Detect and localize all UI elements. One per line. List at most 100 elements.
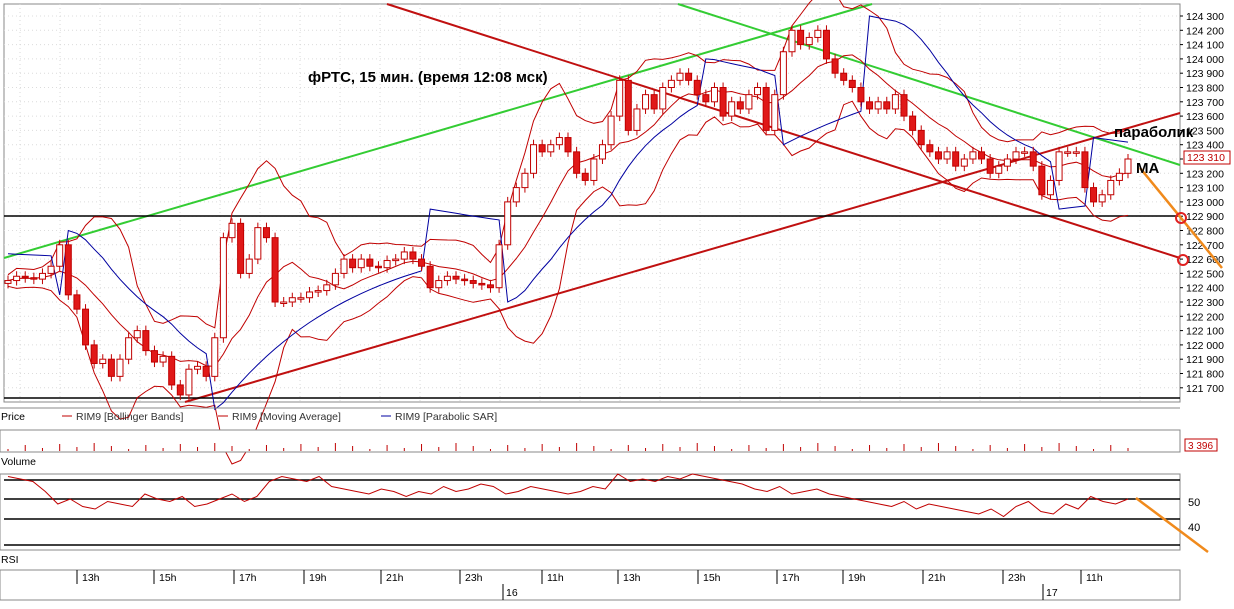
candle [211, 337, 219, 377]
candle [314, 290, 322, 293]
candle [331, 272, 339, 286]
hour-label: 23h [1008, 572, 1026, 584]
candle [38, 272, 46, 280]
candle [693, 79, 701, 96]
hour-label: 17h [239, 572, 257, 584]
legend-bollinger: RIM9 [Bollinger Bands] [76, 411, 183, 423]
candle [142, 330, 150, 352]
candle [504, 201, 512, 246]
hour-label: 21h [928, 572, 946, 584]
candle [478, 282, 486, 286]
candle [754, 87, 762, 96]
price-tick-label: 121 700 [1186, 383, 1224, 395]
volume-last-label: 3 396 [1188, 441, 1213, 452]
bollinger-upper [7, 0, 1129, 329]
candle [13, 275, 21, 282]
candle [1124, 158, 1132, 174]
candle [374, 265, 382, 269]
last-price-box [1183, 150, 1231, 165]
price-tick-label: 122 900 [1186, 211, 1224, 223]
candle [555, 137, 563, 146]
candle [926, 144, 934, 153]
candle [891, 94, 899, 110]
candle [383, 260, 391, 269]
candle [150, 350, 158, 363]
candle [512, 187, 520, 203]
candle [486, 284, 494, 289]
time-axis [0, 569, 1181, 601]
candle [960, 158, 968, 167]
rsi-tick-40: 40 [1188, 522, 1200, 534]
candle [271, 237, 279, 303]
candle [564, 137, 572, 153]
hour-label: 23h [465, 572, 483, 584]
candle [443, 275, 451, 282]
candle [1038, 165, 1046, 196]
candle [530, 144, 538, 174]
forecast-arrow-rsi [1135, 497, 1209, 553]
legend-ma: RIM9 [Moving Average] [232, 411, 341, 423]
parabolic-annotation: параболик [1114, 124, 1194, 141]
candle [521, 172, 529, 189]
price-tick-label: 121 800 [1186, 369, 1224, 381]
candle [418, 258, 426, 267]
candle [762, 87, 770, 131]
candle [125, 337, 133, 360]
candle [969, 151, 977, 160]
hour-label: 17h [782, 572, 800, 584]
sar-line [7, 15, 1129, 411]
candle [64, 244, 72, 296]
price-tick-label: 123 700 [1186, 97, 1224, 109]
candle [866, 101, 874, 110]
target-circle-upper [1175, 212, 1187, 224]
candle [831, 58, 839, 74]
candle [1029, 151, 1037, 167]
price-tick-label: 121 900 [1186, 354, 1224, 366]
candle [254, 227, 262, 260]
hour-label: 11h [547, 572, 564, 584]
candle [547, 144, 555, 153]
candle [21, 275, 29, 279]
bollinger-lower [7, 100, 1129, 465]
candle [435, 280, 443, 289]
price-tick-label: 123 400 [1186, 140, 1224, 152]
candle [306, 291, 314, 299]
candle [245, 258, 253, 274]
price-axis: 124 300 124 200 124 100 124 000 123 900 123 8… [1180, 11, 1224, 395]
volume-bars [7, 443, 1129, 451]
candle [814, 29, 822, 38]
candle [840, 72, 848, 81]
candle [1081, 151, 1089, 189]
parabolic-sar [7, 15, 1129, 411]
candle [917, 129, 925, 146]
candle [452, 275, 460, 280]
candle [616, 79, 624, 117]
hour-label: 11h [1086, 572, 1103, 584]
candle [262, 227, 270, 239]
candle [719, 87, 727, 117]
price-tick-label: 123 500 [1186, 125, 1224, 137]
candle [1064, 151, 1072, 154]
price-grid [4, 15, 1180, 389]
candle [1055, 151, 1063, 181]
candle [228, 222, 236, 239]
ma-annotation: MA [1136, 160, 1159, 177]
candle [710, 87, 718, 103]
candle [1021, 151, 1029, 154]
candle [116, 358, 124, 377]
candle [788, 29, 796, 53]
candle [349, 258, 357, 269]
candle [280, 301, 288, 304]
hour-label: 21h [386, 572, 404, 584]
rsi-panel-frame [0, 473, 1181, 551]
candle [642, 94, 650, 110]
moving-average [7, 54, 1129, 368]
candle [1046, 179, 1054, 196]
hour-label: 19h [848, 572, 866, 584]
price-tick-label: 123 800 [1186, 83, 1224, 95]
legend-sar: RIM9 [Parabolic SAR] [395, 411, 497, 423]
hour-label: 19h [309, 572, 327, 584]
price-tick-label: 122 400 [1186, 283, 1224, 295]
